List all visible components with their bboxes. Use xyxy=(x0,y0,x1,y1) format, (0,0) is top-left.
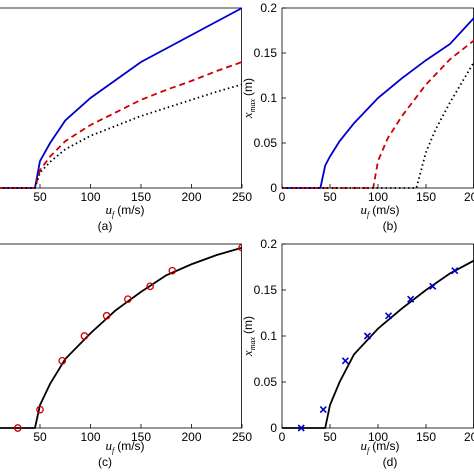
label-symbol: x xyxy=(240,350,255,357)
series-line xyxy=(0,83,242,189)
label-symbol: u xyxy=(105,438,112,453)
x-tick-label: 100 xyxy=(80,430,100,444)
plot-area xyxy=(282,17,474,189)
label-symbol: u xyxy=(105,202,112,217)
x-tick-label: 50 xyxy=(33,430,47,444)
label-unit: (m/s) xyxy=(117,203,144,217)
marker xyxy=(36,405,44,414)
plot-frame xyxy=(0,243,242,429)
label-subscript: max xyxy=(248,336,257,350)
plot-area xyxy=(0,243,242,432)
y-tick-label: 0.15 xyxy=(254,283,278,297)
label-unit: (m/s) xyxy=(372,439,399,453)
marker xyxy=(319,406,327,414)
y-tick-label: 0 xyxy=(270,181,277,195)
axis-label: uf (m/s) xyxy=(105,202,144,219)
axis-label: xmax (m) xyxy=(240,316,257,357)
x-tick-label: 50 xyxy=(323,190,337,204)
x-tick-label: 150 xyxy=(131,430,151,444)
axis-label: uf (m/s) xyxy=(360,202,399,219)
panel: 0 50 100 150 200 0 0.05 0.1 0.15 0.2 uf(m/s) xmax (m… xyxy=(240,1,474,233)
series-line xyxy=(282,259,474,429)
y-tick-label: 0.05 xyxy=(254,375,278,389)
axis-label: uf (m/s) xyxy=(105,438,144,455)
marker xyxy=(429,282,437,290)
x-tick-label: 150 xyxy=(131,190,151,204)
marker xyxy=(384,312,393,320)
panel-label: (b) xyxy=(383,219,398,233)
label-subscript: max xyxy=(248,98,257,112)
panel-label: (d) xyxy=(383,455,398,469)
marker xyxy=(58,356,67,365)
plot-area xyxy=(282,259,474,432)
y-tick-label: 0.2 xyxy=(260,237,277,251)
x-tick-label: 250 xyxy=(232,190,252,204)
y-tick-label: 0.1 xyxy=(260,329,277,343)
y-tick-label: 0.2 xyxy=(260,1,277,15)
series-line xyxy=(282,17,474,189)
x-tick-label: 250 xyxy=(232,430,252,444)
plot-area xyxy=(0,7,242,189)
panel-label: (c) xyxy=(98,455,112,469)
marker xyxy=(238,243,242,252)
x-tick-label: 150 xyxy=(416,190,436,204)
marker xyxy=(363,332,372,340)
panel: 0 50 100 150 200 0 0.05 0.1 0.15 0.2 uf(m/s) xmax (m… xyxy=(240,237,474,469)
label-symbol: x xyxy=(240,112,255,119)
x-tick-label: 200 xyxy=(464,190,474,204)
label-symbol: u xyxy=(360,438,367,453)
y-tick-label: 0.15 xyxy=(254,46,278,60)
x-tick-label: 100 xyxy=(368,190,388,204)
marker xyxy=(451,267,459,275)
label-subscript: f xyxy=(367,446,371,455)
x-tick-label: 0 xyxy=(279,190,286,204)
label-subscript: f xyxy=(112,446,116,455)
label-unit: (m/s) xyxy=(372,203,399,217)
marker xyxy=(102,311,111,320)
label-unit: (m) xyxy=(241,316,255,334)
x-tick-label: 150 xyxy=(416,430,436,444)
y-tick-label: 0.05 xyxy=(254,136,278,150)
marker xyxy=(297,424,305,432)
marker xyxy=(146,282,154,291)
label-subscript: f xyxy=(112,210,116,219)
x-tick-label: 200 xyxy=(181,190,201,204)
marker xyxy=(341,357,349,365)
x-tick-label: 100 xyxy=(80,190,100,204)
y-tick-label: 0 xyxy=(270,421,277,435)
x-tick-label: 50 xyxy=(323,430,337,444)
series-line xyxy=(0,61,242,189)
marker xyxy=(407,295,415,303)
x-tick-label: 50 xyxy=(33,190,47,204)
x-tick-label: 200 xyxy=(464,430,474,444)
series-line xyxy=(0,246,242,429)
y-tick-label: 0.1 xyxy=(260,91,277,105)
label-unit: (m/s) xyxy=(117,439,144,453)
plot-frame xyxy=(281,243,474,429)
marker xyxy=(80,332,89,340)
x-tick-label: 100 xyxy=(368,430,388,444)
series-line xyxy=(282,61,474,189)
plot-frame xyxy=(0,7,242,189)
x-tick-label: 0 xyxy=(279,430,286,444)
marker xyxy=(13,424,22,432)
x-tick-label: 200 xyxy=(181,430,201,444)
label-symbol: u xyxy=(360,202,367,217)
label-unit: (m) xyxy=(241,78,255,96)
axis-label: xmax (m) xyxy=(240,78,257,119)
panel-label: (a) xyxy=(98,219,113,233)
series-line xyxy=(0,7,242,189)
marker xyxy=(124,295,132,304)
label-subscript: f xyxy=(367,210,371,219)
axis-label: uf (m/s) xyxy=(360,438,399,455)
series-line xyxy=(282,39,474,189)
marker xyxy=(168,266,177,275)
